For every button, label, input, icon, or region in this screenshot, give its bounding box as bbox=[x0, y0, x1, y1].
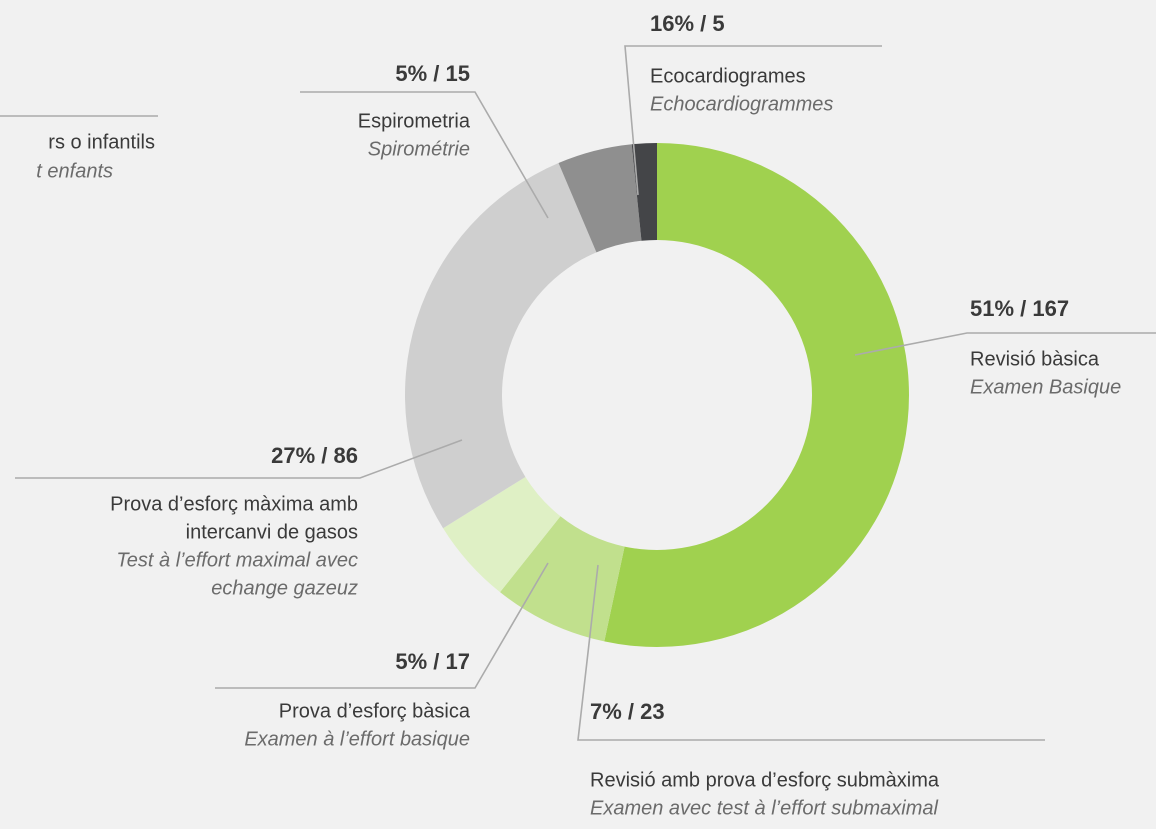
donut-slice bbox=[631, 143, 657, 241]
leader-line bbox=[300, 91, 549, 219]
label-ca: Prova d’esforç bàsica bbox=[279, 700, 471, 722]
value-label: 7% / 23 bbox=[590, 699, 665, 724]
donut-slice bbox=[558, 144, 642, 253]
leader-line bbox=[854, 332, 1156, 356]
value-label: 5% / 17 bbox=[395, 649, 470, 674]
value-label: 27% / 86 bbox=[271, 443, 358, 468]
label-ca: Revisió bàsica bbox=[970, 348, 1100, 370]
label-fr: Examen avec test à l’effort submaximal bbox=[590, 797, 938, 819]
donut-slice bbox=[604, 143, 909, 647]
label-ca: Espirometria bbox=[358, 110, 471, 132]
label-fr: Test à l’effort maximal avec bbox=[116, 549, 358, 571]
value-label: 5% / 15 bbox=[395, 61, 470, 86]
leader-line bbox=[624, 45, 882, 196]
partial-label: t enfants bbox=[36, 160, 113, 182]
label-fr: Echocardiogrammes bbox=[650, 93, 833, 115]
label-fr: echange gazeuz bbox=[211, 577, 358, 599]
label-fr: Examen Basique bbox=[970, 376, 1121, 398]
value-label: 51% / 167 bbox=[970, 296, 1069, 321]
label-fr: Spirométrie bbox=[368, 138, 470, 160]
value-label: 16% / 5 bbox=[650, 11, 725, 36]
partial-label: rs o infantils bbox=[48, 131, 155, 153]
donut-slice bbox=[405, 163, 597, 529]
donut-slice bbox=[443, 476, 561, 593]
leader-line bbox=[215, 562, 549, 689]
label-ca: intercanvi de gasos bbox=[186, 521, 358, 543]
leader-line bbox=[577, 564, 1045, 741]
label-fr: Examen à l’effort basique bbox=[244, 728, 470, 750]
leader-line bbox=[15, 439, 463, 479]
label-ca: Revisió amb prova d’esforç submàxima bbox=[590, 769, 940, 791]
label-ca: Ecocardiogrames bbox=[650, 65, 806, 87]
label-ca: Prova d’esforç màxima amb bbox=[110, 493, 358, 515]
